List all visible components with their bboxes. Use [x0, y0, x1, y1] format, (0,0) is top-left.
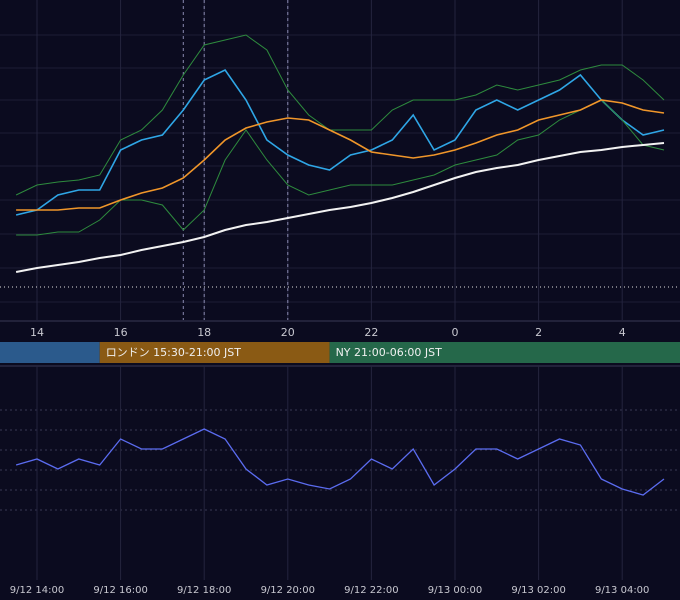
- session-band: [329, 342, 680, 363]
- x-tick-label: 9/13 02:00: [511, 585, 565, 596]
- series-line: [16, 99, 665, 236]
- osc-grid: [0, 409, 680, 511]
- x-tick-label: 18: [197, 326, 211, 339]
- series-line: [15, 428, 665, 496]
- x-tick-label: 22: [364, 326, 378, 339]
- series-line: [15, 68, 665, 216]
- session-label: ロンドン 15:30-21:00 JST: [106, 346, 242, 359]
- x-tick-label: 9/12 18:00: [177, 585, 231, 596]
- session-band: [99, 342, 330, 363]
- x-tick-label: 2: [535, 326, 542, 339]
- x-tick-label: 9/12 14:00: [10, 585, 64, 596]
- main-grid: [0, 34, 680, 303]
- series-line: [15, 142, 665, 273]
- x-tick-label: 9/12 22:00: [344, 585, 398, 596]
- x-tick-label: 20: [281, 326, 295, 339]
- x-tick-label: 9/12 20:00: [261, 585, 315, 596]
- x-tick-label: 4: [619, 326, 626, 339]
- session-label: NY 21:00-06:00 JST: [336, 346, 443, 359]
- x-tick-label: 16: [114, 326, 128, 339]
- x-tick-label: 9/13 00:00: [428, 585, 482, 596]
- x-tick-label: 9/13 04:00: [595, 585, 649, 596]
- series-line: [15, 34, 665, 196]
- series-line: [16, 99, 665, 211]
- x-tick-label: 9/12 16:00: [93, 585, 147, 596]
- x-tick-label: 14: [30, 326, 44, 339]
- session-band: [0, 342, 100, 363]
- x-tick-label: 0: [451, 326, 458, 339]
